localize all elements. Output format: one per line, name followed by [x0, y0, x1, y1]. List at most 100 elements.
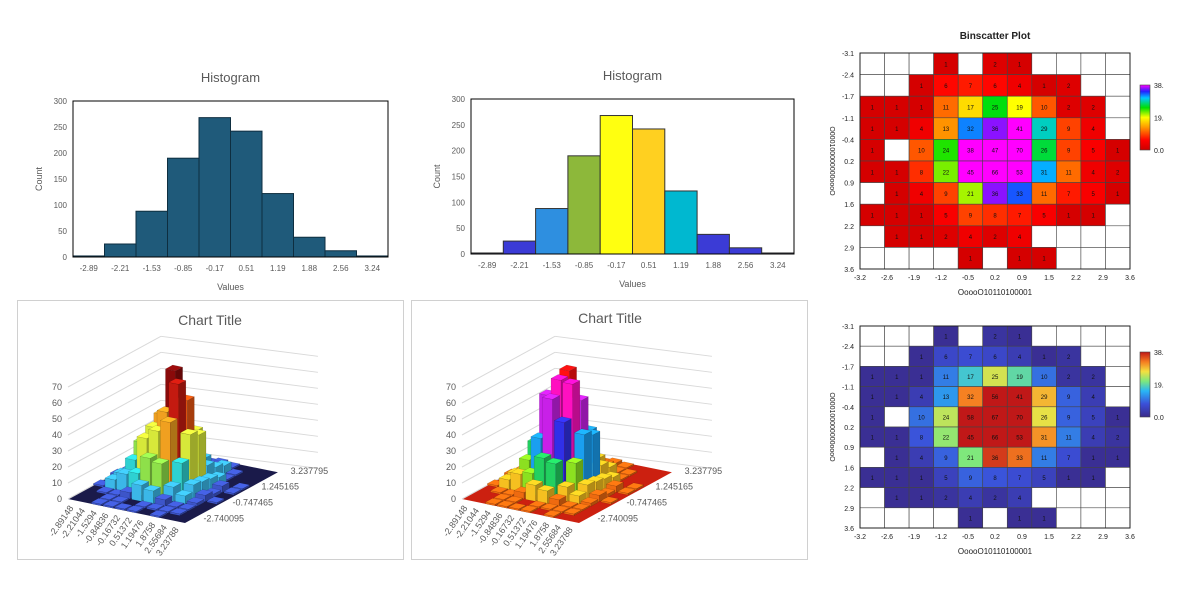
- histogram-bar: [230, 130, 263, 258]
- colorbar: [1139, 351, 1151, 418]
- heatmap-cell: [908, 247, 934, 270]
- y-tick-label: -2.4: [842, 73, 854, 80]
- cell-value: 53: [1016, 170, 1023, 176]
- cell-value: 1: [895, 192, 899, 198]
- cell-value: 4: [1018, 235, 1022, 241]
- heatmap-cell: [884, 325, 910, 347]
- bar3d-top: [568, 489, 587, 497]
- cell-value: 1: [1116, 192, 1120, 198]
- bar3d-top: [548, 493, 567, 501]
- cell-value: 1: [1018, 335, 1022, 341]
- histogram-chart-2: Histogram 0 50 100 150 200 250 300 -2.89 -2.21 -1.…: [432, 68, 795, 289]
- gridline: [554, 367, 712, 389]
- bar3d-top: [223, 487, 242, 494]
- y-tick-label: 250: [452, 121, 466, 130]
- heatmap-cell: [1080, 345, 1106, 367]
- y-tick-label: 50: [58, 227, 67, 236]
- gridline: [554, 351, 712, 373]
- bar3d-top: [211, 480, 230, 487]
- bar3d-top: [169, 507, 188, 515]
- heatmap-cell: [1056, 247, 1082, 270]
- heatmap-cell: [1105, 203, 1131, 227]
- chart-title: Chart Title: [578, 310, 642, 326]
- bar3d-top: [490, 486, 509, 493]
- cell-value: 24: [943, 415, 950, 421]
- x-tick-label: 1.19: [673, 261, 689, 270]
- x-tick-label: 1.5: [1044, 534, 1054, 541]
- cell-value: 1: [871, 415, 875, 421]
- cell-value: 9: [1067, 149, 1071, 155]
- cell-value: 1: [1042, 257, 1046, 263]
- y-tick-label: 2.9: [844, 506, 854, 513]
- cell-value: 9: [969, 214, 973, 220]
- x-axis-label: OoooO10110100001: [958, 547, 1033, 556]
- heatmap-cell: [908, 52, 934, 75]
- cell-value: 1: [895, 456, 899, 462]
- z-tick-label: 3.237795: [685, 466, 723, 476]
- y-tick-label: -2.4: [842, 344, 854, 351]
- x-tick-label: -2.89: [478, 261, 497, 270]
- x-tick-label: 3.24: [364, 264, 380, 273]
- x-tick-label: -0.17: [607, 261, 626, 270]
- heatmap-cell: [884, 52, 910, 75]
- y-tick-label: 0: [451, 494, 456, 504]
- cell-value: 19: [1016, 375, 1023, 381]
- gridline: [461, 335, 556, 388]
- x-tick-label: 1.5: [1044, 275, 1054, 282]
- cell-value: 36: [992, 127, 999, 133]
- cell-value: 1: [1067, 214, 1071, 220]
- y-tick-label: 10: [446, 478, 456, 488]
- cell-value: 29: [1041, 127, 1048, 133]
- cell-value: 6: [944, 355, 948, 361]
- x-tick-label: -2.6: [881, 275, 893, 282]
- bar3d-top: [528, 500, 547, 508]
- cell-value: 36: [992, 192, 999, 198]
- x-tick-label: 2.2: [1071, 534, 1081, 541]
- colorbar-tick-label: 0.0: [1154, 415, 1164, 422]
- cell-value: 4: [920, 456, 924, 462]
- bar3d-top: [159, 416, 178, 423]
- x-axis-label: OoooO10110100001: [958, 288, 1033, 297]
- cell-value: 5: [1042, 476, 1046, 482]
- y-tick-label: 0.9: [844, 181, 854, 188]
- heatmap-cell: [884, 406, 910, 428]
- bar3d-top: [134, 500, 153, 508]
- heatmap-cell: [884, 345, 910, 367]
- bar3d-top: [99, 493, 118, 500]
- y-tick-label: 30: [446, 446, 456, 456]
- heatmap-cell: [1080, 225, 1106, 248]
- cell-value: 1: [920, 476, 924, 482]
- cell-value: 22: [943, 436, 950, 442]
- cell-value: 5: [1092, 149, 1096, 155]
- cell-value: 2: [944, 235, 948, 241]
- x-tick-label: -1.2: [935, 275, 947, 282]
- cell-value: 1: [895, 436, 899, 442]
- z-tick-label: 3.237795: [291, 466, 329, 476]
- plot-frame: [72, 100, 389, 258]
- cell-value: 11: [1066, 436, 1073, 442]
- y-tick-label: 70: [52, 382, 62, 392]
- x-tick-label: -0.5: [962, 275, 974, 282]
- bar3d-top: [484, 498, 504, 505]
- x-tick-label: -3.2: [854, 534, 866, 541]
- y-tick-label: 200: [452, 147, 466, 156]
- bar3d-top: [542, 393, 561, 400]
- bar3d-top: [508, 502, 527, 510]
- cell-value: 24: [943, 149, 950, 155]
- y-tick-label: 20: [446, 462, 456, 472]
- x-tick-label: 2.2: [1071, 275, 1081, 282]
- histogram-bar: [696, 233, 730, 255]
- y-tick-label: 100: [54, 201, 68, 210]
- heatmap-cell: [884, 74, 910, 97]
- gridline: [554, 335, 712, 357]
- bar3d-top: [563, 507, 582, 515]
- cell-value: 21: [967, 456, 974, 462]
- bar3d-top: [553, 416, 572, 423]
- surface-chart-1-frame: [17, 300, 404, 560]
- heatmap-cell: [1080, 52, 1106, 75]
- cell-value: 22: [943, 170, 950, 176]
- bar3d-top: [157, 505, 177, 512]
- chart-title: Binscatter Plot: [960, 31, 1031, 42]
- bar3d-top: [565, 457, 584, 464]
- y-axis-label: Count: [34, 167, 44, 192]
